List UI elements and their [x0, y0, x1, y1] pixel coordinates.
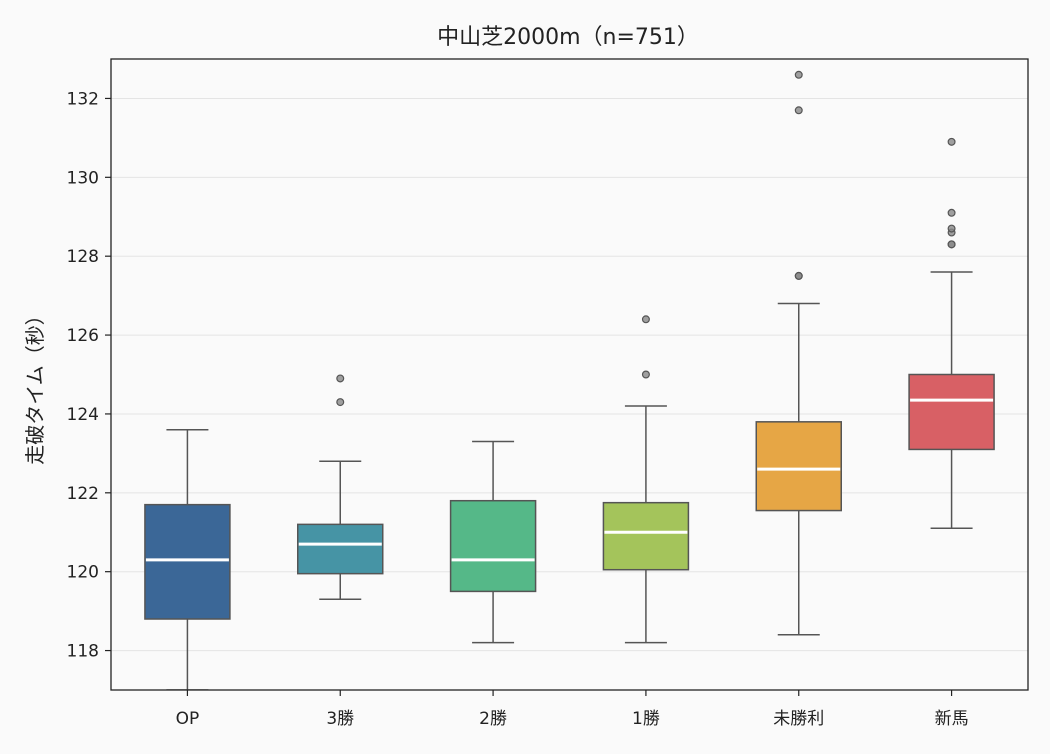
y-tick-label: 124	[67, 405, 99, 425]
x-tick-label: OP	[176, 709, 200, 729]
outlier-point	[794, 271, 803, 280]
axis-ticks: 118 120 122 124 126 128 130 132 OP 3勝 2勝 1勝 未勝利 新馬	[67, 89, 969, 729]
box-3	[449, 499, 537, 593]
outlier-point	[641, 315, 650, 324]
y-tick-label: 122	[67, 484, 99, 504]
outlier-point	[641, 370, 650, 379]
y-tick-label: 120	[67, 563, 99, 583]
box-6	[908, 373, 995, 451]
outlier-point	[947, 240, 956, 249]
outlier-point	[947, 137, 956, 146]
y-tick-label: 130	[67, 168, 99, 188]
outlier-point	[947, 208, 956, 217]
outlier-point	[947, 224, 956, 233]
y-tick-label: 132	[67, 89, 99, 109]
x-tick-label: 新馬	[935, 709, 969, 729]
box-1	[144, 503, 231, 620]
box-series	[144, 70, 995, 690]
outlier-point	[336, 374, 345, 383]
box-4	[602, 501, 690, 571]
plot-frame	[110, 58, 1029, 691]
box-2	[297, 523, 384, 575]
box-group	[144, 70, 995, 690]
grid-lines	[111, 97, 1028, 652]
y-tick-label: 126	[67, 326, 99, 346]
y-tick-label: 118	[67, 642, 99, 662]
chart-title: 中山芝2000m（n=751）	[437, 25, 699, 50]
x-tick-label: 3勝	[326, 709, 354, 729]
y-tick-label: 128	[67, 247, 99, 267]
outlier-point	[336, 398, 345, 407]
outlier-point	[794, 106, 803, 115]
x-tick-label: 1勝	[632, 709, 660, 729]
x-tick-label: 2勝	[479, 709, 507, 729]
x-tick-label: 未勝利	[773, 709, 824, 729]
outlier-point	[794, 70, 803, 79]
y-axis-label: 走破タイム（秒）	[23, 305, 47, 465]
box-5	[755, 421, 842, 512]
